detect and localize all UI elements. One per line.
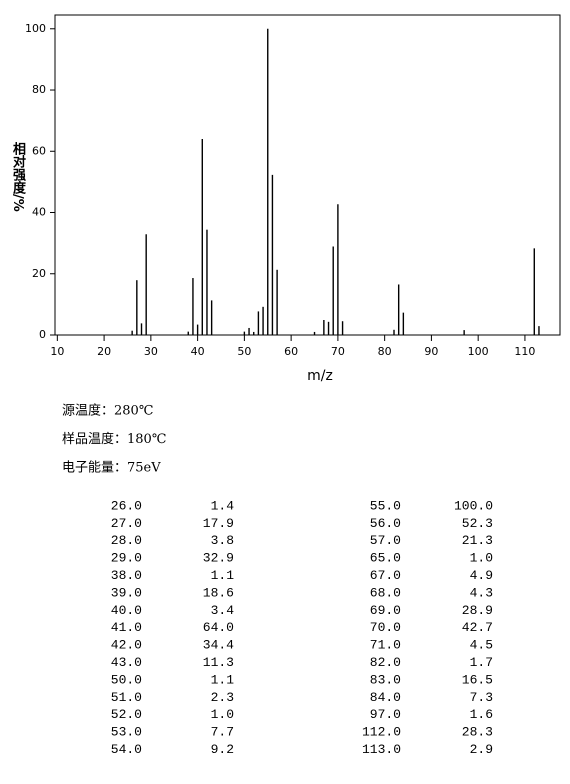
table-mz: 41.0 xyxy=(111,620,142,635)
table-intensity: 100.0 xyxy=(454,498,493,513)
x-tick-label: 30 xyxy=(144,345,158,358)
x-tick-label: 60 xyxy=(284,345,298,358)
table-mz: 53.0 xyxy=(111,725,142,740)
table-mz: 56.0 xyxy=(370,516,401,531)
table-mz: 70.0 xyxy=(370,620,401,635)
table-intensity: 28.9 xyxy=(462,603,493,618)
y-tick-label: 60 xyxy=(32,144,46,157)
table-mz: 26.0 xyxy=(111,498,142,513)
table-intensity: 3.4 xyxy=(211,603,235,618)
table-mz: 40.0 xyxy=(111,603,142,618)
x-tick-label: 10 xyxy=(50,345,64,358)
table-mz: 43.0 xyxy=(111,655,142,670)
table-intensity: 3.8 xyxy=(211,533,234,548)
table-mz: 69.0 xyxy=(370,603,401,618)
table-intensity: 1.7 xyxy=(470,655,493,670)
y-tick-label: 80 xyxy=(32,83,46,96)
table-intensity: 1.0 xyxy=(211,707,234,722)
y-tick-label: 40 xyxy=(32,206,46,219)
table-intensity: 9.2 xyxy=(211,742,234,757)
x-tick-label: 80 xyxy=(378,345,392,358)
table-intensity: 4.5 xyxy=(470,638,493,653)
table-mz: 42.0 xyxy=(111,638,142,653)
x-tick-label: 40 xyxy=(191,345,205,358)
table-intensity: 64.0 xyxy=(203,620,234,635)
info-line: 电子能量：75eV xyxy=(62,461,161,476)
table-intensity: 52.3 xyxy=(462,516,493,531)
table-mz: 38.0 xyxy=(111,568,142,583)
table-intensity: 28.3 xyxy=(462,725,493,740)
x-tick-label: 100 xyxy=(468,345,489,358)
table-mz: 82.0 xyxy=(370,655,401,670)
table-intensity: 4.9 xyxy=(470,568,493,583)
x-tick-label: 70 xyxy=(331,345,345,358)
y-tick-label: 20 xyxy=(32,267,46,280)
x-tick-label: 50 xyxy=(237,345,251,358)
info-line: 样品温度：180℃ xyxy=(62,431,166,447)
table-mz: 68.0 xyxy=(370,585,401,600)
table-intensity: 17.9 xyxy=(203,516,234,531)
table-mz: 54.0 xyxy=(111,742,142,757)
table-mz: 84.0 xyxy=(370,690,401,705)
y-axis-label: 相对强度/% xyxy=(10,142,25,212)
x-tick-label: 20 xyxy=(97,345,111,358)
table-intensity: 32.9 xyxy=(203,551,234,566)
table-intensity: 21.3 xyxy=(462,533,493,548)
x-tick-label: 90 xyxy=(424,345,438,358)
table-intensity: 18.6 xyxy=(203,585,234,600)
table-intensity: 2.9 xyxy=(470,742,493,757)
table-mz: 51.0 xyxy=(111,690,142,705)
table-mz: 113.0 xyxy=(362,742,401,757)
table-mz: 57.0 xyxy=(370,533,401,548)
table-mz: 39.0 xyxy=(111,585,142,600)
table-mz: 65.0 xyxy=(370,551,401,566)
table-intensity: 42.7 xyxy=(462,620,493,635)
x-tick-label: 110 xyxy=(514,345,535,358)
y-tick-label: 0 xyxy=(39,328,46,341)
table-intensity: 1.1 xyxy=(211,568,235,583)
table-intensity: 16.5 xyxy=(462,672,493,687)
table-mz: 28.0 xyxy=(111,533,142,548)
table-intensity: 7.7 xyxy=(211,725,234,740)
table-mz: 55.0 xyxy=(370,498,401,513)
plot-frame xyxy=(54,14,561,336)
table-intensity: 2.3 xyxy=(211,690,234,705)
table-intensity: 7.3 xyxy=(470,690,493,705)
table-mz: 52.0 xyxy=(111,707,142,722)
table-mz: 50.0 xyxy=(111,672,142,687)
table-mz: 27.0 xyxy=(111,516,142,531)
x-axis-label: m/z xyxy=(307,368,333,384)
table-intensity: 1.0 xyxy=(470,551,493,566)
table-mz: 71.0 xyxy=(370,638,401,653)
table-mz: 67.0 xyxy=(370,568,401,583)
table-intensity: 1.4 xyxy=(211,498,235,513)
table-intensity: 34.4 xyxy=(203,638,234,653)
table-intensity: 1.6 xyxy=(470,707,493,722)
table-intensity: 4.3 xyxy=(470,585,493,600)
table-mz: 83.0 xyxy=(370,672,401,687)
table-mz: 29.0 xyxy=(111,551,142,566)
y-tick-label: 100 xyxy=(25,22,46,35)
table-intensity: 11.3 xyxy=(203,655,234,670)
table-intensity: 1.1 xyxy=(211,672,235,687)
table-mz: 97.0 xyxy=(370,707,401,722)
info-line: 源温度：280℃ xyxy=(62,403,153,419)
table-mz: 112.0 xyxy=(362,725,401,740)
